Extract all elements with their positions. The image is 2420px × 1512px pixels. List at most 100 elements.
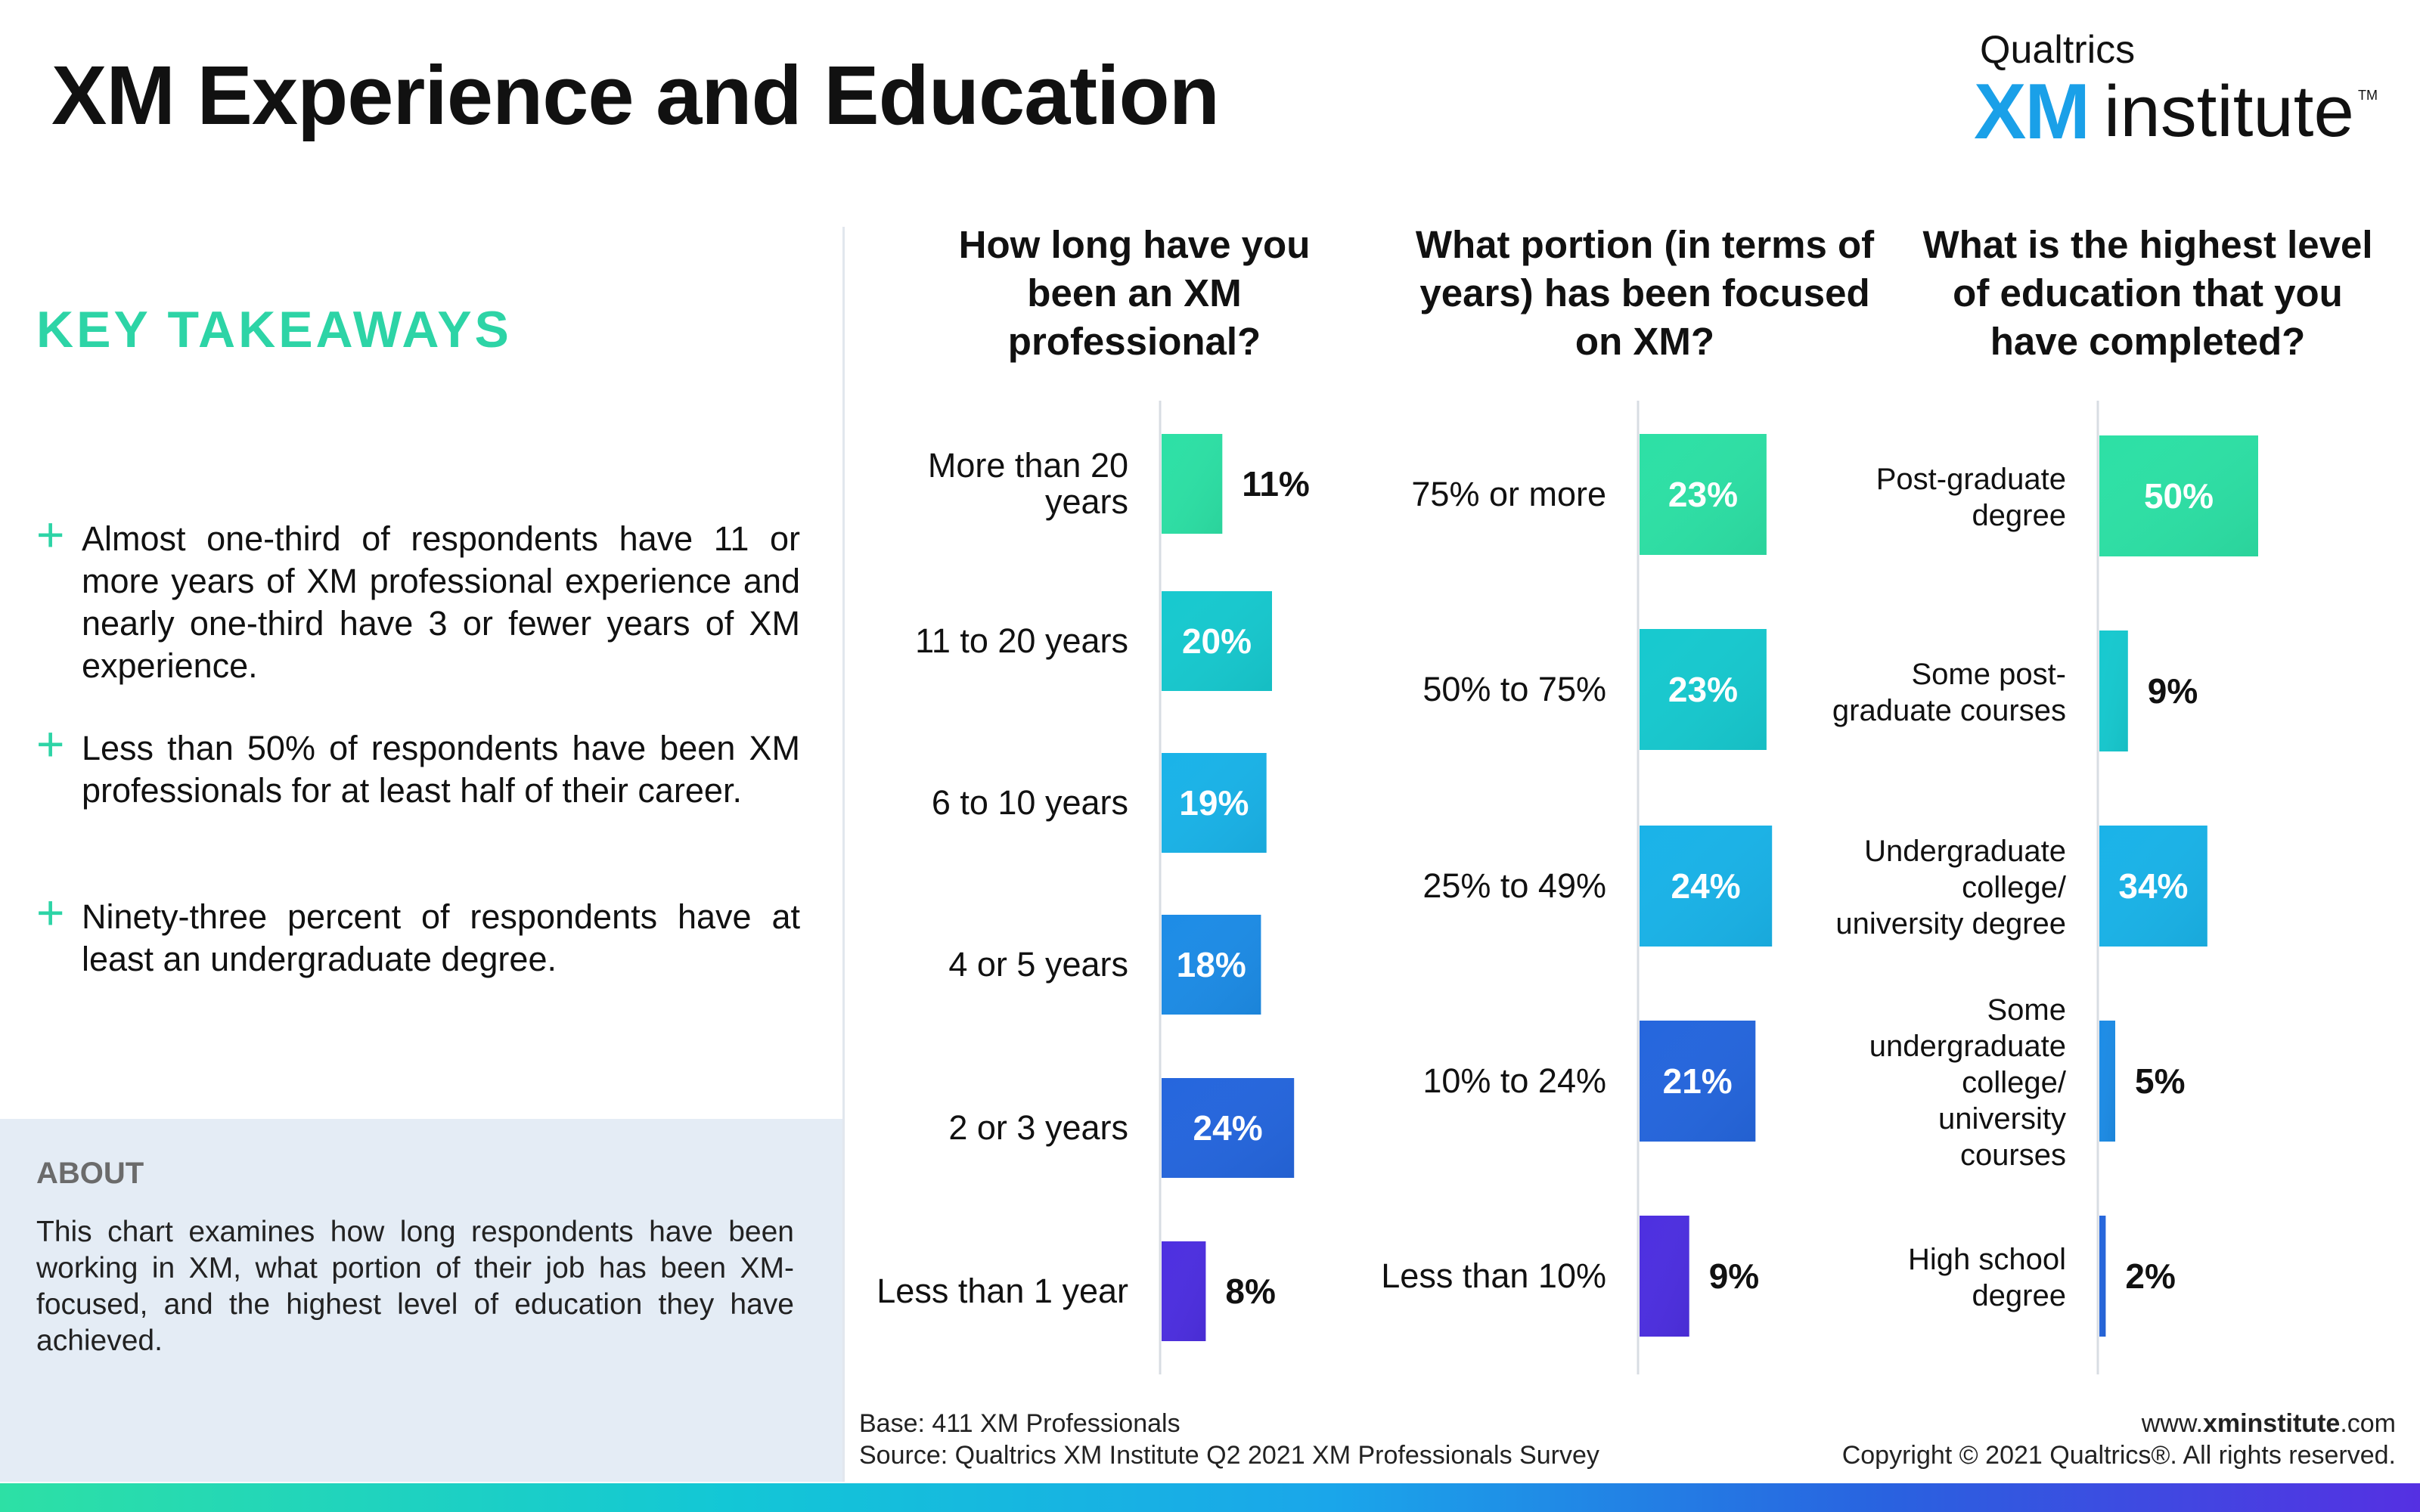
category-label: 10% to 24% bbox=[1423, 1061, 1606, 1100]
data-label: 23% bbox=[1668, 670, 1738, 709]
plus-icon: + bbox=[36, 717, 65, 771]
bottom-gradient-bar bbox=[0, 1483, 2420, 1512]
data-label: 19% bbox=[1179, 783, 1249, 823]
category-label-line: college/ bbox=[1962, 871, 2067, 904]
data-label: 34% bbox=[2118, 866, 2188, 906]
category-label: More than 20 years bbox=[928, 446, 1128, 521]
category-label: 25% to 49% bbox=[1423, 866, 1606, 905]
data-label: 11% bbox=[1242, 464, 1310, 503]
data-label: 23% bbox=[1668, 475, 1738, 514]
category-label-line: 11 to 20 years bbox=[915, 621, 1128, 660]
logo-qualtrics-text: Qualtrics bbox=[1980, 28, 2136, 72]
category-label: Some undergraduate college/university cours… bbox=[1869, 993, 2067, 1172]
about-title: ABOUT bbox=[36, 1157, 144, 1190]
key-takeaways-panel: KEY TAKEAWAYS + Almost one-third of resp… bbox=[0, 212, 844, 1119]
bar-shading bbox=[1162, 1078, 1295, 1178]
bar-shading bbox=[2099, 631, 2128, 751]
about-text: This chart examines how long respondents… bbox=[36, 1216, 794, 1357]
data-label: 24% bbox=[1671, 866, 1741, 906]
bar-shading bbox=[1640, 434, 1767, 555]
page-title: XM Experience and Education bbox=[51, 49, 1220, 142]
footer-source: Source: Qualtrics XM Institute Q2 2021 X… bbox=[859, 1441, 1599, 1470]
data-label: 20% bbox=[1182, 621, 1252, 661]
category-label-line: college/ bbox=[1962, 1066, 2067, 1099]
category-label-line: High school bbox=[1908, 1243, 2066, 1276]
bar-shading bbox=[1640, 1021, 1756, 1142]
logo-xm-text: XM bbox=[1974, 68, 2090, 156]
category-label-line: degree bbox=[1972, 499, 2066, 532]
category-label: 75% or more bbox=[1411, 475, 1606, 513]
category-label-line: undergraduate bbox=[1869, 1030, 2066, 1063]
category-label: 2 or 3 years bbox=[948, 1108, 1128, 1147]
category-label-line: Undergraduate bbox=[1864, 835, 2066, 868]
url-suffix: .com bbox=[2340, 1409, 2396, 1438]
footer-base: Base: 411 XM Professionals bbox=[859, 1409, 1181, 1438]
bar-shading bbox=[1640, 826, 1773, 947]
data-label: 24% bbox=[1193, 1108, 1263, 1148]
category-label: Less than 10% bbox=[1381, 1256, 1606, 1295]
takeaway-text: Less than 50% of respondents have been X… bbox=[82, 729, 800, 810]
category-label-line: 6 to 10 years bbox=[932, 783, 1128, 822]
category-label-line: courses bbox=[1960, 1139, 2066, 1172]
bar-shading bbox=[2099, 435, 2258, 556]
footer-copyright: Copyright © 2021 Qualtrics®. All rights … bbox=[1841, 1441, 2396, 1470]
category-label-line: Post-graduate bbox=[1876, 463, 2066, 496]
category-label-line: More than 20 bbox=[928, 446, 1128, 485]
data-label: 21% bbox=[1663, 1061, 1733, 1101]
plus-icon: + bbox=[36, 885, 65, 940]
category-label-line: university bbox=[1938, 1102, 2066, 1136]
chart-title-experience: How long have you been an XM professiona… bbox=[958, 223, 1311, 363]
qualtrics-xm-institute-logo: Qualtrics XM institute TM bbox=[1974, 28, 2382, 156]
bar-shading bbox=[1162, 434, 1223, 534]
category-label-line: university degree bbox=[1835, 907, 2066, 940]
about-box: ABOUT This chart examines how long respo… bbox=[0, 1119, 844, 1482]
bar-shading bbox=[2099, 826, 2207, 947]
logo-trademark: TM bbox=[2358, 88, 2378, 103]
category-label-line: degree bbox=[1972, 1279, 2066, 1312]
bar-shading bbox=[1162, 591, 1272, 691]
bar-shading bbox=[1162, 753, 1267, 853]
category-label-line: 10% to 24% bbox=[1423, 1061, 1606, 1100]
category-label: 6 to 10 years bbox=[932, 783, 1128, 822]
footer-url[interactable]: www.xminstitute.com bbox=[2142, 1408, 2396, 1439]
data-label: 9% bbox=[2148, 671, 2198, 711]
category-label: 4 or 5 years bbox=[948, 945, 1128, 984]
takeaway-text: Ninety-three percent of respondents have… bbox=[82, 897, 800, 978]
bar-shading bbox=[1640, 1216, 1689, 1337]
panel-divider bbox=[842, 227, 845, 1482]
category-label-line: graduate courses bbox=[1832, 694, 2066, 727]
bar-shading bbox=[1162, 915, 1261, 1015]
data-label: 8% bbox=[1225, 1272, 1275, 1311]
bar-shading bbox=[2099, 1021, 2115, 1142]
takeaway-item: + Less than 50% of respondents have been… bbox=[36, 720, 800, 812]
category-label-line: 50% to 75% bbox=[1423, 670, 1606, 708]
category-label-line: Less than 1 year bbox=[876, 1272, 1128, 1310]
bar-shading bbox=[2099, 1216, 2106, 1337]
category-label: Less than 1 year bbox=[876, 1272, 1128, 1310]
category-label-line: Less than 10% bbox=[1381, 1256, 1606, 1295]
category-label: Post-graduate degree bbox=[1876, 463, 2066, 532]
takeaway-item: + Ninety-three percent of respondents ha… bbox=[36, 888, 800, 981]
chart-group: 11% More than 20 years 20% 11 to 20 years 19%… bbox=[876, 401, 1310, 1374]
data-label: 5% bbox=[2135, 1061, 2185, 1101]
takeaway-item: + Almost one-third of respondents have 1… bbox=[36, 510, 800, 687]
chart-group: 23% 75% or more 23% 50% to 75% 24% 25% to 49%… bbox=[1381, 401, 1773, 1374]
data-label: 18% bbox=[1177, 945, 1246, 984]
category-label: 50% to 75% bbox=[1423, 670, 1606, 708]
category-label-line: 25% to 49% bbox=[1423, 866, 1606, 905]
category-label: Undergraduate college/university degree bbox=[1835, 835, 2066, 940]
data-label: 2% bbox=[2125, 1256, 2175, 1296]
bar-shading bbox=[1162, 1241, 1206, 1341]
url-prefix: www. bbox=[2141, 1409, 2203, 1438]
category-label-line: Some bbox=[1987, 993, 2067, 1027]
category-label-line: 2 or 3 years bbox=[948, 1108, 1128, 1147]
category-label: Some post-graduate courses bbox=[1832, 658, 2066, 727]
takeaway-text: Almost one-third of respondents have 11 … bbox=[82, 519, 800, 685]
chart-title-education: What is the highest level of education t… bbox=[1922, 223, 2373, 363]
category-label-line: 4 or 5 years bbox=[948, 945, 1128, 984]
key-takeaways-title: KEY TAKEAWAYS bbox=[36, 301, 512, 358]
category-label-line: Some post- bbox=[1911, 658, 2066, 691]
logo-institute-text: institute bbox=[2104, 71, 2354, 152]
